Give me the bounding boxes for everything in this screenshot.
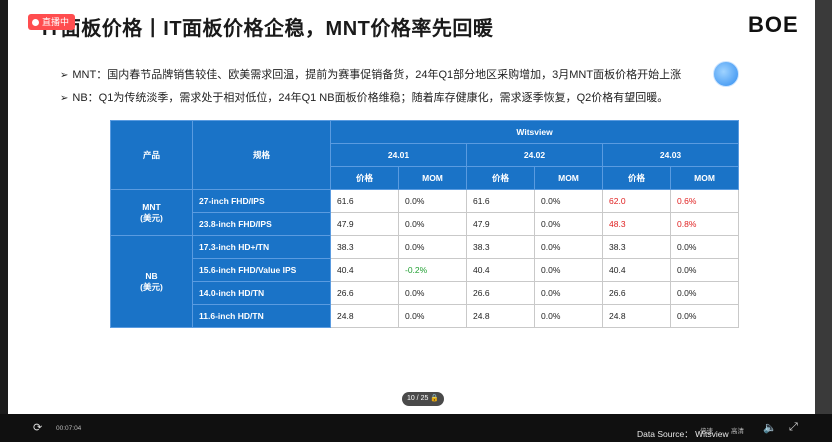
- header-product: 产品: [110, 120, 193, 190]
- mom-cell: 0.0%: [398, 304, 467, 328]
- mom-cell: 0.8%: [669, 212, 740, 236]
- bullet-mnt: ➢ MNT：国内春节品牌销售较佳、欧美需求回温，提前为赛事促销备货，24年Q1部分…: [60, 64, 681, 87]
- mom-cell: 0.0%: [398, 212, 467, 236]
- mom-cell: 0.0%: [534, 212, 603, 236]
- bullet-list: ➢ MNT：国内春节品牌销售较佳、欧美需求回温，提前为赛事促销备货，24年Q1部分…: [60, 64, 681, 110]
- mom-cell: -0.2%: [398, 258, 467, 282]
- header-period: 24.02: [466, 143, 603, 167]
- spec-cell: 15.6-inch FHD/Value IPS: [192, 258, 331, 282]
- quality-button[interactable]: 高清: [731, 428, 744, 435]
- table-row: 14.0-inch HD/TN 26.6 0.0% 26.6 0.0% 26.6…: [111, 281, 740, 305]
- table-row: MNT (美元) 27-inch FHD/IPS 61.6 0.0% 61.6 …: [110, 189, 740, 236]
- header-price: 价格: [602, 166, 671, 190]
- mom-cell: 0.0%: [669, 281, 740, 305]
- price-cell: 61.6: [330, 189, 399, 213]
- mom-cell: 0.0%: [669, 304, 740, 328]
- mom-cell: 0.0%: [534, 281, 603, 305]
- mom-cell: 0.0%: [669, 258, 740, 282]
- table-row: 11.6-inch HD/TN 24.8 0.0% 24.8 0.0% 24.8…: [111, 304, 740, 328]
- speed-button[interactable]: 倍速: [700, 428, 713, 435]
- side-scrollbar[interactable]: [815, 0, 832, 414]
- lock-icon: 🔒: [430, 395, 440, 402]
- mom-cell: 0.6%: [669, 189, 740, 213]
- header-source: Witsview: [329, 120, 740, 144]
- arrow-bullet-icon: ➢: [60, 93, 69, 104]
- mom-cell: 0.0%: [534, 235, 603, 259]
- group-nb: NB (美元): [110, 235, 193, 328]
- header-period: 24.03: [601, 143, 740, 167]
- price-cell: 61.6: [466, 189, 535, 213]
- arrow-bullet-icon: ➢: [60, 70, 69, 81]
- price-cell: 38.3: [602, 235, 671, 259]
- mom-cell: 0.0%: [534, 258, 603, 282]
- price-cell: 26.6: [466, 281, 535, 305]
- bullet-nb-text: NB：Q1为传统淡季，需求处于相对低位，24年Q1 NB面板价格维稳；随着库存健…: [72, 92, 669, 104]
- header-period: 24.01: [330, 143, 467, 167]
- table-row: NB (美元) 17.3-inch HD+/TN 38.3 0.0% 38.3 …: [110, 235, 740, 328]
- data-source-text: Data Source： Witsview: [637, 429, 729, 439]
- volume-icon[interactable]: 🔈: [763, 422, 777, 434]
- header-mom: MOM: [398, 166, 467, 190]
- header-price: 价格: [330, 166, 399, 190]
- header-mom: MOM: [669, 166, 740, 190]
- bullet-nb: ➢ NB：Q1为传统淡季，需求处于相对低位，24年Q1 NB面板价格维稳；随着库存…: [60, 87, 681, 110]
- presentation-slide: IT面板价格丨IT面板价格企稳，MNT价格率先回暖 BOE ➢ MNT：国内春节品…: [8, 0, 815, 414]
- table-row: 23.8-inch FHD/IPS 47.9 0.0% 47.9 0.0% 48…: [111, 212, 740, 236]
- page-indicator[interactable]: 10 / 25 🔒: [402, 392, 444, 406]
- mom-cell: 0.0%: [398, 189, 467, 213]
- table-row: 15.6-inch FHD/Value IPS 40.4 -0.2% 40.4 …: [111, 258, 740, 282]
- price-cell: 26.6: [602, 281, 671, 305]
- spec-cell: 27-inch FHD/IPS: [192, 189, 331, 213]
- playback-time: 00:07:04: [56, 425, 82, 432]
- page-indicator-text: 10 / 25: [406, 395, 429, 402]
- price-cell: 47.9: [466, 212, 535, 236]
- price-table: 产品 规格 Witsview 24.01 24.02 24.03 价格 MOM …: [110, 120, 740, 328]
- boe-logo: BOE: [748, 12, 799, 37]
- mom-cell: 0.0%: [669, 235, 740, 259]
- price-cell: 26.6: [330, 281, 399, 305]
- header-mom: MOM: [534, 166, 603, 190]
- price-cell: 47.9: [330, 212, 399, 236]
- price-cell: 40.4: [330, 258, 399, 282]
- spec-cell: 17.3-inch HD+/TN: [192, 235, 331, 259]
- price-cell: 24.8: [466, 304, 535, 328]
- header-price: 价格: [466, 166, 535, 190]
- fullscreen-icon[interactable]: ⤢: [789, 421, 798, 433]
- group-mnt: MNT (美元): [110, 189, 193, 236]
- live-badge: 直播中: [28, 14, 76, 30]
- price-cell: 24.8: [602, 304, 671, 328]
- refresh-icon[interactable]: ⟳: [33, 422, 43, 434]
- price-cell: 40.4: [602, 258, 671, 282]
- price-cell: 40.4: [466, 258, 535, 282]
- mom-cell: 0.0%: [534, 304, 603, 328]
- live-badge-text: 直播中: [42, 17, 70, 27]
- spec-cell: 11.6-inch HD/TN: [192, 304, 331, 328]
- price-cell: 48.3: [602, 212, 671, 236]
- mom-cell: 0.0%: [398, 281, 467, 305]
- bullet-mnt-text: MNT：国内春节品牌销售较佳、欧美需求回温，提前为赛事促销备货，24年Q1部分地…: [72, 69, 682, 81]
- slide-title: IT面板价格丨IT面板价格企稳，MNT价格率先回暖: [42, 18, 494, 40]
- player-controls: ⟳ 00:07:04 高清 🔈 ⤢ 倍速: [0, 414, 832, 442]
- price-cell: 62.0: [602, 189, 671, 213]
- price-cell: 38.3: [466, 235, 535, 259]
- mom-cell: 0.0%: [398, 235, 467, 259]
- live-dot-icon: [32, 18, 39, 26]
- price-cell: 24.8: [330, 304, 399, 328]
- spec-cell: 23.8-inch FHD/IPS: [192, 212, 331, 236]
- spec-cell: 14.0-inch HD/TN: [192, 281, 331, 305]
- floating-assistant-icon[interactable]: [713, 61, 739, 87]
- header-spec: 规格: [192, 120, 331, 190]
- mom-cell: 0.0%: [534, 189, 603, 213]
- price-cell: 38.3: [330, 235, 399, 259]
